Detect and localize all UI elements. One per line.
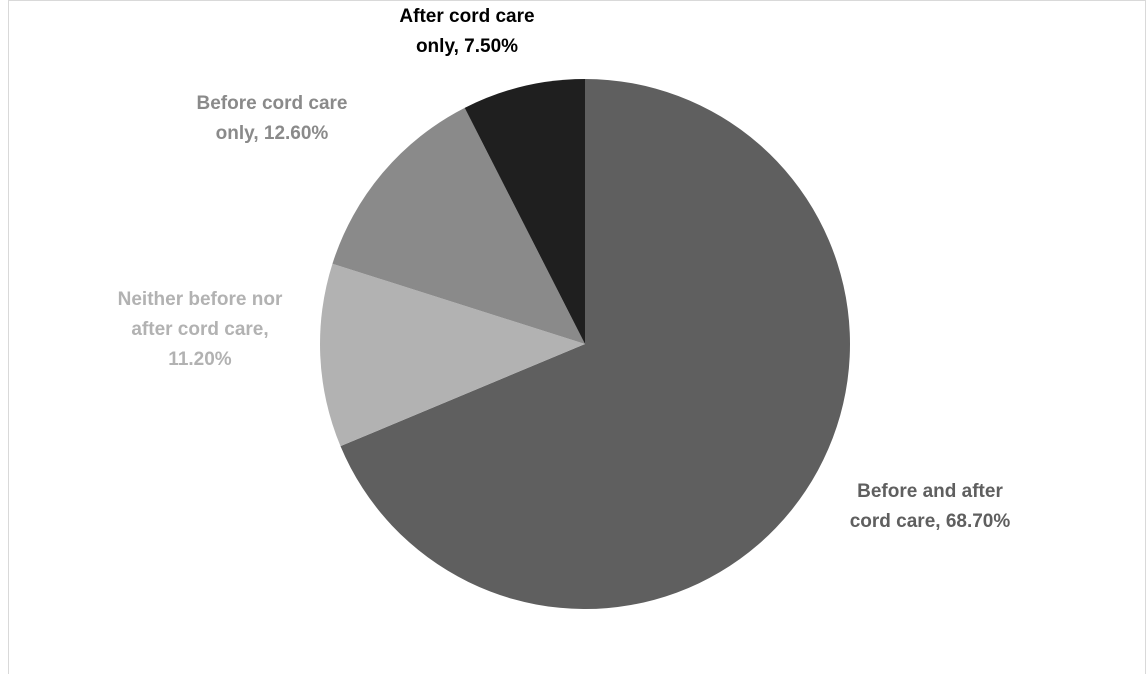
pie-slice-4 [464,79,585,344]
chart-frame [8,0,1146,674]
slice-label-line: Before and after [857,481,1003,502]
pie-slice-2 [320,263,585,447]
pie-slice-3 [332,107,585,344]
slice-label-4: After cord care only, 7.50% [399,6,534,57]
pie-slices [320,79,850,610]
slice-label-line: cord care, 68.70% [850,511,1011,532]
pie-labels: Before and after cord care, 68.70% Neither… [118,6,1011,532]
slice-label-line: Before cord care [196,93,347,114]
slice-label-2: Neither before nor after cord care, 11.20% [118,289,283,370]
slice-label-line: after cord care, [131,319,268,340]
slice-label-line: After cord care [399,6,534,27]
slice-label-line: Neither before nor [118,289,283,310]
slice-label-line: 11.20% [168,349,231,370]
slice-label-line: only, 12.60% [216,123,329,144]
slice-label-line: only, 7.50% [416,36,518,57]
slice-label-1: Before and after cord care, 68.70% [850,481,1011,532]
slice-label-3: Before cord care only, 12.60% [196,93,347,144]
pie-slice-1 [340,79,850,610]
